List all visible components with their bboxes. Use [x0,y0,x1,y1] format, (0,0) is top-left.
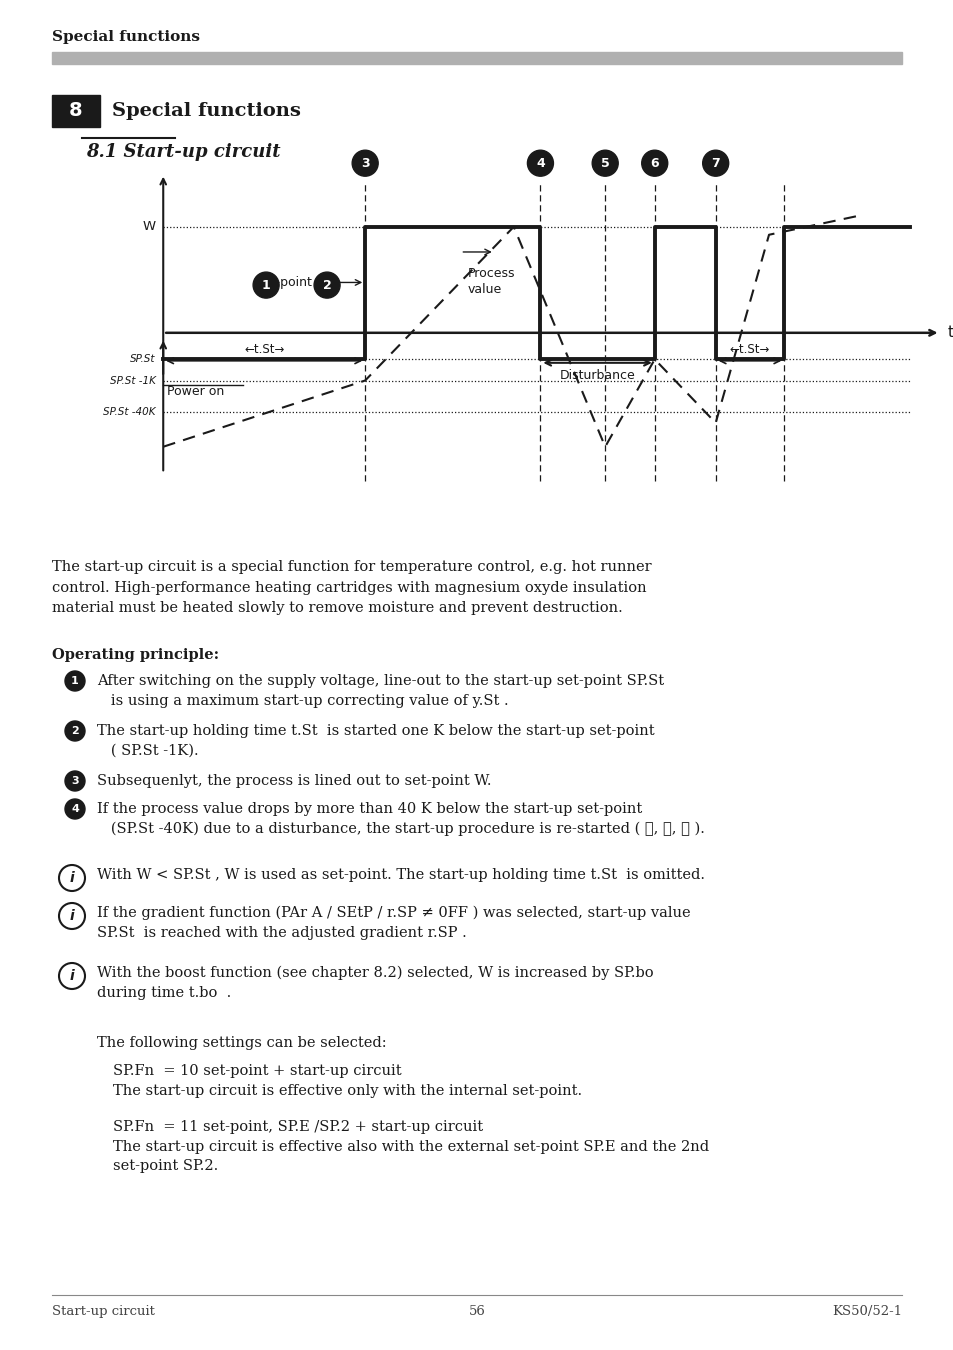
Text: 4: 4 [536,157,544,170]
Bar [52,95,100,127]
Text: 1: 1 [261,278,271,292]
Text: If the process value drops by more than 40 K below the start-up set-point
   (SP: If the process value drops by more than … [97,802,704,836]
Text: ←t.St→: ←t.St→ [244,343,284,356]
Text: ←t.St→: ←t.St→ [729,343,769,356]
Text: 3: 3 [360,157,369,170]
Text: Disturbance: Disturbance [559,369,635,382]
Circle shape [59,903,85,929]
Text: After switching on the supply voltage, line-out to the start-up set-point SP.St
: After switching on the supply voltage, l… [97,674,663,707]
Text: SP.St: SP.St [130,354,155,364]
Circle shape [527,150,553,177]
Text: 2: 2 [71,726,79,736]
Text: 7: 7 [711,157,720,170]
Text: i: i [70,909,74,923]
Text: If the gradient function (PAr A / SEtP / r.SP ≠ 0FF ) was selected, start-up val: If the gradient function (PAr A / SEtP /… [97,906,690,940]
Text: The start-up holding time t.St  is started one K below the start-up set-point
  : The start-up holding time t.St is starte… [97,724,654,757]
Circle shape [65,721,85,741]
Text: Set-point: Set-point [254,275,312,289]
Circle shape [352,150,377,177]
Circle shape [65,771,85,791]
Text: SP.St -1K: SP.St -1K [110,375,155,386]
Circle shape [702,150,728,177]
Text: i: i [70,871,74,886]
Text: SP.Fn  = 10 set-point + start-up circuit
The start-up circuit is effective only : SP.Fn = 10 set-point + start-up circuit … [112,1064,581,1098]
Text: Subsequenlyt, the process is lined out to set-point W.: Subsequenlyt, the process is lined out t… [97,774,491,788]
Circle shape [65,799,85,819]
Text: Special functions: Special functions [112,103,300,120]
Text: 8: 8 [70,101,83,120]
Circle shape [65,671,85,691]
Text: With W < SP.St , W is used as set-point. The start-up holding time t.St  is omit: With W < SP.St , W is used as set-point.… [97,868,704,882]
Text: 5: 5 [600,157,609,170]
Text: Power on: Power on [167,385,224,398]
Text: SP.Fn  = 11 set-point, SP.E /SP.2 + start-up circuit
The start-up circuit is eff: SP.Fn = 11 set-point, SP.E /SP.2 + start… [112,1120,708,1173]
Bar [52,53,901,63]
Text: Special functions: Special functions [52,30,200,45]
Text: W: W [142,220,155,234]
Text: The following settings can be selected:: The following settings can be selected: [97,1035,386,1050]
Text: 6: 6 [650,157,659,170]
Text: 1: 1 [71,676,79,686]
Circle shape [592,150,618,177]
Text: 3: 3 [71,776,79,786]
Text: 2: 2 [322,278,331,292]
Text: Process
value: Process value [468,266,515,296]
Text: Operating principle:: Operating principle: [52,648,219,662]
Text: The start-up circuit is a special function for temperature control, e.g. hot run: The start-up circuit is a special functi… [52,560,651,616]
Circle shape [253,273,279,298]
Text: i: i [70,969,74,983]
Circle shape [641,150,667,177]
Text: With the boost function (see chapter 8.2) selected, W is increased by SP.bo
duri: With the boost function (see chapter 8.2… [97,967,653,1000]
Text: t: t [947,325,953,340]
Text: 56: 56 [468,1305,485,1318]
Text: 8.1 Start-up circuit: 8.1 Start-up circuit [86,143,280,161]
Text: KS50/52-1: KS50/52-1 [831,1305,901,1318]
Text: 4: 4 [71,805,79,814]
Text: Start-up circuit: Start-up circuit [52,1305,154,1318]
Text: SP.St -40K: SP.St -40K [103,408,155,417]
Circle shape [59,865,85,891]
Circle shape [314,273,339,298]
Circle shape [59,963,85,990]
